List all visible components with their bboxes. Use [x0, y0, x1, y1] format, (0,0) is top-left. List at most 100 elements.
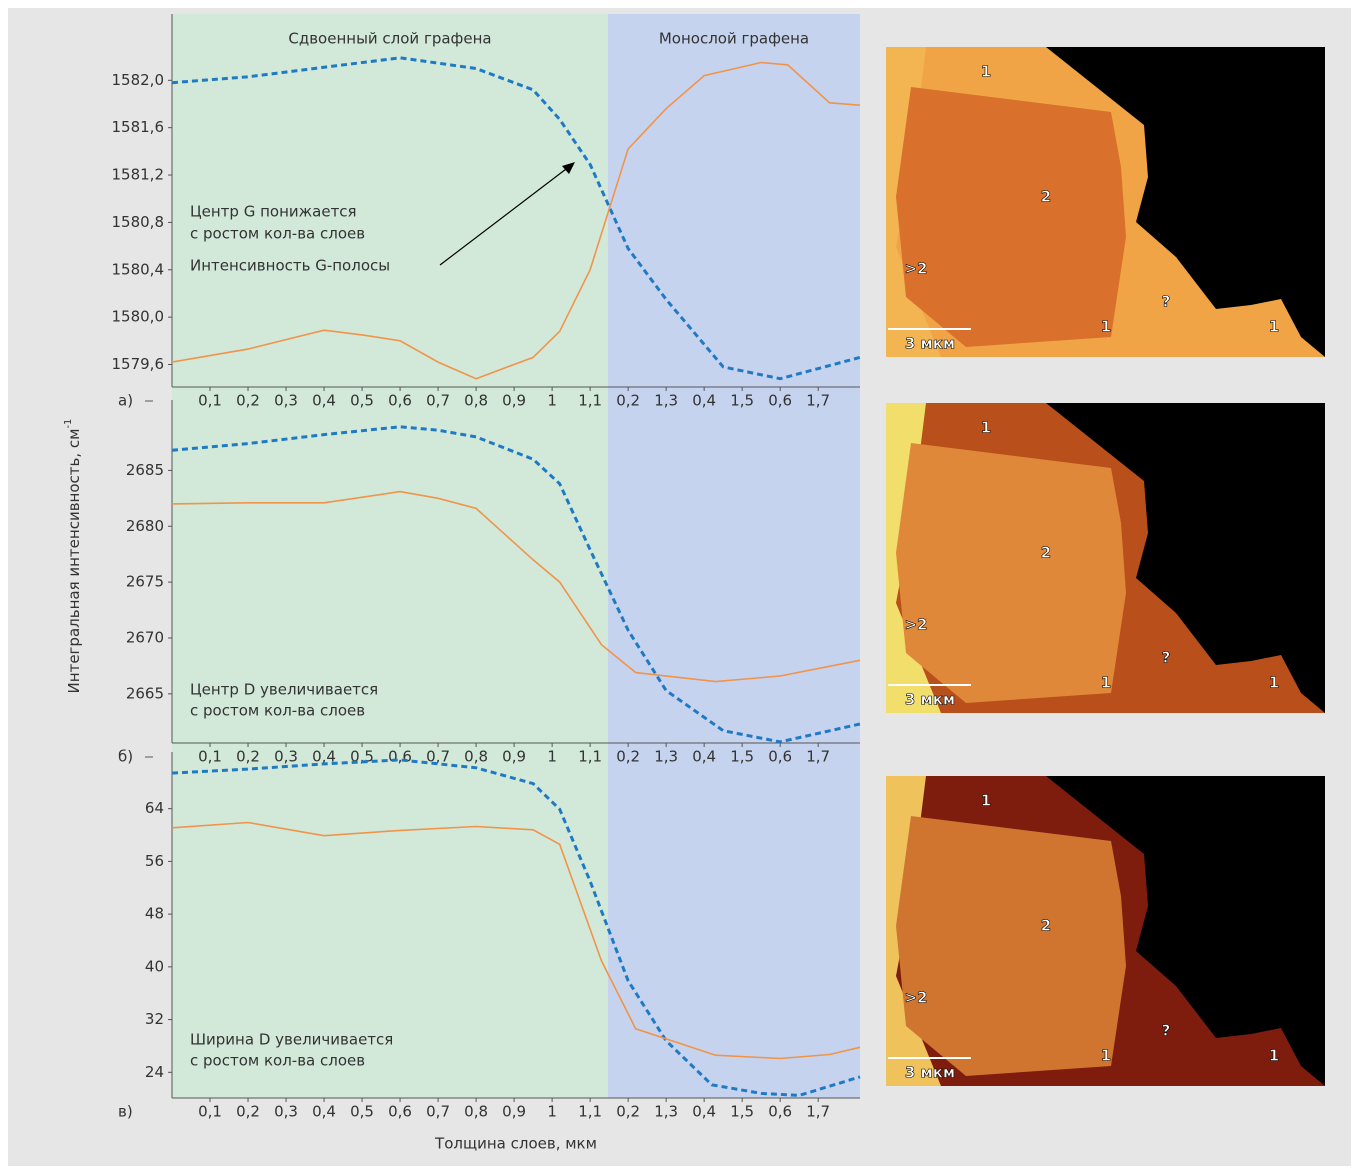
x-tick-label: 1,3	[654, 392, 678, 410]
bilayer	[896, 443, 1126, 703]
x-tick-label: 0,8	[464, 1103, 488, 1121]
y-tick-label: 1581,6	[112, 118, 165, 136]
y-tick-label: 2665	[126, 684, 164, 702]
x-tick-label: 0,3	[274, 392, 298, 410]
y-tick-label: 40	[145, 957, 164, 975]
image-label: 1	[981, 419, 991, 437]
x-tick-label: 0,6	[388, 748, 412, 766]
x-tick-label: 0,4	[692, 1103, 716, 1121]
image-label: 2	[1041, 917, 1051, 935]
y-tick-label: 32	[145, 1010, 164, 1028]
x-tick-label: 0,7	[426, 1103, 450, 1121]
panel-label: б)	[118, 748, 133, 766]
x-tick-label: 1,7	[806, 392, 830, 410]
x-tick-label: 0,6	[388, 392, 412, 410]
y-tick-label: 56	[145, 852, 164, 870]
x-tick-label: 0,2	[616, 392, 640, 410]
image-label: 1	[981, 792, 991, 810]
y-label-sup: -1	[63, 419, 74, 429]
region	[172, 14, 608, 1098]
x-tick-label: 0,2	[616, 748, 640, 766]
figure: Сдвоенный слой графенаМонослой графена15…	[0, 0, 1359, 1174]
x-tick-label: 0,6	[768, 1103, 792, 1121]
scale-label: 3 мкм	[905, 1064, 955, 1082]
y-label-text: Интегральная интенсивность, см	[65, 429, 83, 694]
scale-label: 3 мкм	[905, 335, 955, 353]
region-label: Сдвоенный слой графена	[288, 30, 491, 48]
x-tick-label: 0,7	[426, 392, 450, 410]
x-tick-label: 1,5	[730, 392, 754, 410]
y-tick-label: 2680	[126, 517, 164, 535]
x-tick-label: 0,2	[616, 1103, 640, 1121]
y-tick-label: 2675	[126, 573, 164, 591]
image-label: ?	[1162, 293, 1171, 311]
x-tick-label: 1,7	[806, 1103, 830, 1121]
x-tick-label: 0,1	[198, 392, 222, 410]
x-tick-label: 1	[547, 1103, 557, 1121]
x-tick-label: 0,4	[692, 748, 716, 766]
x-tick-label: 1,5	[730, 1103, 754, 1121]
y-tick-label: 2685	[126, 461, 164, 479]
x-tick-label: 0,4	[312, 1103, 336, 1121]
image-label: >2	[904, 989, 927, 1007]
x-tick-label: 0,8	[464, 748, 488, 766]
y-tick-label: 64	[145, 799, 164, 817]
annotation: Центр G понижается	[190, 203, 357, 221]
x-tick-label: 0,9	[502, 1103, 526, 1121]
x-tick-label: 0,4	[312, 392, 336, 410]
x-tick-label: 1	[547, 392, 557, 410]
x-tick-label: 1,3	[654, 748, 678, 766]
y-tick-label: 1579,6	[112, 355, 165, 373]
bilayer	[896, 816, 1126, 1076]
x-tick-label: 1,5	[730, 748, 754, 766]
panel-label: в)	[118, 1103, 133, 1121]
y-axis-label: Интегральная интенсивность, см-1	[63, 419, 83, 694]
x-tick-label: 1	[547, 748, 557, 766]
x-tick-label: 0,8	[464, 392, 488, 410]
x-axis-label: Толщина слоев, мкм	[434, 1135, 597, 1153]
x-tick-label: 0,2	[236, 392, 260, 410]
image-label: 1	[981, 63, 991, 81]
x-tick-label: 0,4	[692, 392, 716, 410]
image-label: 2	[1041, 544, 1051, 562]
scale-label: 3 мкм	[905, 691, 955, 709]
annotation: с ростом кол-ва слоев	[190, 702, 365, 720]
x-tick-label: 0,6	[768, 748, 792, 766]
y-tick-label: 1580,0	[112, 308, 165, 326]
image-label: 1	[1101, 318, 1111, 336]
image-label: 1	[1101, 674, 1111, 692]
y-tick-label: 1580,8	[112, 213, 165, 231]
y-tick-label: 24	[145, 1063, 164, 1081]
x-tick-label: 1,1	[578, 748, 602, 766]
y-tick-label: 2670	[126, 628, 164, 646]
x-tick-label: 0,3	[274, 748, 298, 766]
x-tick-label: 0,1	[198, 1103, 222, 1121]
y-tick-label: 1581,2	[112, 166, 165, 184]
image-label: ?	[1162, 649, 1171, 667]
x-tick-label: 0,2	[236, 748, 260, 766]
x-tick-label: 0,7	[426, 748, 450, 766]
x-tick-label: 0,9	[502, 392, 526, 410]
annotation: Интенсивность G-полосы	[190, 257, 390, 275]
x-tick-label: 0,3	[274, 1103, 298, 1121]
x-tick-label: 0,6	[768, 392, 792, 410]
annotation: с ростом кол-ва слоев	[190, 225, 365, 243]
bilayer	[896, 87, 1126, 347]
region-label: Монослой графена	[659, 30, 809, 48]
y-tick-label: 1582,0	[112, 71, 165, 89]
image-label: 1	[1269, 1047, 1279, 1065]
x-tick-label: 0,9	[502, 748, 526, 766]
x-tick-label: 0,2	[236, 1103, 260, 1121]
x-tick-label: 1,1	[578, 1103, 602, 1121]
x-tick-label: 0,5	[350, 1103, 374, 1121]
x-tick-label: 1,7	[806, 748, 830, 766]
y-tick-label: 1580,4	[112, 260, 165, 278]
annotation: Центр D увеличивается	[190, 681, 378, 699]
annotation: с ростом кол-ва слоев	[190, 1052, 365, 1070]
image-label: 1	[1269, 318, 1279, 336]
region	[608, 14, 860, 1098]
x-tick-label: 0,1	[198, 748, 222, 766]
